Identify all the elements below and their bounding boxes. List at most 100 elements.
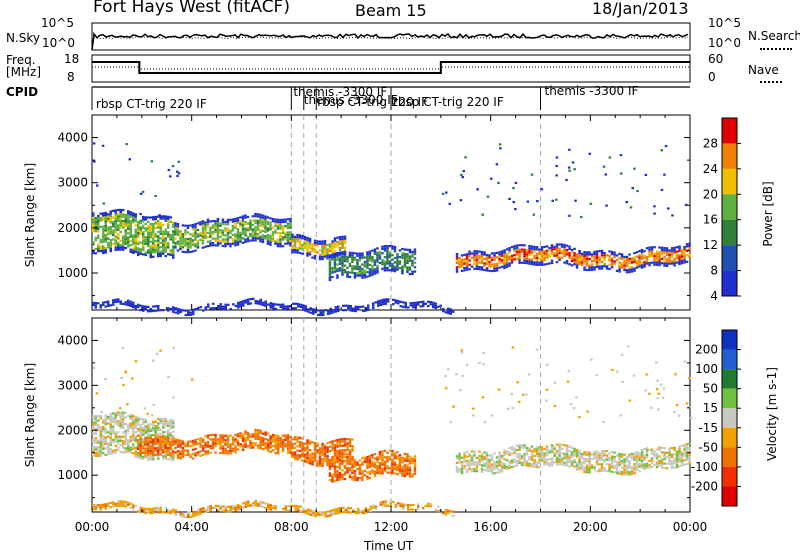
data-cell bbox=[144, 441, 147, 444]
data-cell bbox=[224, 507, 227, 510]
data-cell bbox=[134, 437, 137, 440]
data-cell bbox=[152, 420, 155, 423]
data-cell bbox=[154, 440, 157, 443]
data-cell bbox=[149, 441, 152, 444]
data-cell bbox=[104, 214, 107, 217]
data-cell bbox=[308, 455, 312, 458]
data-cell bbox=[229, 245, 232, 248]
data-cell bbox=[483, 458, 486, 461]
data-cell bbox=[447, 312, 450, 315]
data-cell bbox=[313, 442, 317, 445]
data-cell bbox=[463, 269, 466, 272]
data-cell bbox=[342, 511, 345, 514]
data-cell bbox=[362, 305, 365, 308]
data-cell bbox=[670, 453, 674, 456]
data-cell bbox=[122, 383, 125, 387]
data-cell bbox=[264, 215, 267, 218]
data-cell bbox=[114, 451, 117, 454]
data-cell bbox=[406, 455, 409, 458]
data-cell bbox=[406, 261, 409, 265]
data-cell bbox=[224, 242, 227, 246]
data-cell bbox=[117, 219, 120, 223]
data-cell bbox=[643, 256, 646, 259]
data-cell bbox=[201, 447, 205, 450]
data-cell bbox=[264, 237, 267, 240]
data-cell bbox=[373, 268, 377, 271]
data-cell bbox=[321, 464, 324, 467]
data-cell bbox=[157, 237, 160, 240]
data-cell bbox=[668, 462, 671, 465]
data-cell bbox=[199, 234, 202, 237]
data-cell bbox=[660, 262, 664, 265]
data-cell bbox=[196, 244, 200, 247]
data-cell bbox=[643, 454, 646, 457]
data-cell bbox=[323, 446, 327, 450]
data-cell bbox=[331, 242, 334, 245]
data-cell bbox=[683, 252, 686, 255]
data-cell bbox=[239, 507, 242, 510]
data-cell bbox=[368, 455, 372, 458]
data-cell bbox=[406, 259, 409, 262]
data-cell bbox=[432, 301, 435, 304]
data-cell bbox=[493, 269, 496, 272]
data-cell bbox=[638, 254, 641, 257]
data-cell bbox=[293, 451, 297, 454]
data-cell bbox=[99, 304, 102, 307]
data-cell bbox=[164, 453, 167, 456]
data-cell bbox=[139, 252, 142, 255]
data-cell bbox=[503, 467, 506, 470]
data-cell bbox=[583, 451, 586, 454]
data-cell bbox=[648, 255, 651, 258]
data-cell bbox=[458, 257, 461, 260]
freq-tick-top: 18 bbox=[64, 52, 80, 66]
data-cell bbox=[144, 305, 147, 308]
data-cell bbox=[226, 234, 230, 237]
data-cell bbox=[104, 427, 107, 430]
data-cell bbox=[500, 468, 504, 471]
data-cell bbox=[167, 226, 170, 229]
data-cell bbox=[348, 251, 352, 254]
data-cell bbox=[134, 360, 138, 363]
data-cell bbox=[442, 307, 445, 311]
data-cell bbox=[615, 472, 619, 475]
data-cell bbox=[535, 461, 539, 464]
data-cell bbox=[137, 220, 140, 224]
data-cell bbox=[124, 429, 127, 432]
data-cell bbox=[331, 244, 334, 247]
data-cell bbox=[204, 232, 207, 235]
data-cell bbox=[279, 436, 282, 440]
data-cell bbox=[563, 444, 566, 447]
data-cell bbox=[668, 251, 671, 254]
data-cell bbox=[475, 265, 479, 268]
data-cell bbox=[505, 452, 509, 455]
data-cell bbox=[343, 268, 347, 272]
data-cell bbox=[368, 466, 372, 469]
data-cell bbox=[174, 246, 177, 249]
data-cell bbox=[373, 464, 377, 467]
data-cell bbox=[530, 454, 534, 457]
data-cell bbox=[600, 252, 604, 255]
data-cell bbox=[302, 304, 305, 307]
data-cell bbox=[298, 240, 302, 244]
data-cell bbox=[117, 411, 120, 414]
data-cell bbox=[109, 221, 112, 224]
data-cell bbox=[102, 503, 105, 506]
data-cell bbox=[570, 255, 574, 258]
data-cell bbox=[179, 452, 182, 456]
data-cell bbox=[242, 304, 245, 307]
data-cell bbox=[169, 443, 172, 446]
data-cell bbox=[458, 259, 461, 262]
data-cell bbox=[386, 253, 389, 256]
data-cell bbox=[149, 423, 152, 426]
data-cell bbox=[244, 441, 247, 444]
data-cell bbox=[653, 263, 656, 266]
data-cell bbox=[580, 255, 584, 258]
data-cell bbox=[226, 441, 230, 444]
data-cell bbox=[665, 260, 669, 263]
data-cell bbox=[209, 445, 212, 448]
data-cell bbox=[167, 244, 170, 247]
data-cell bbox=[653, 252, 656, 255]
data-cell bbox=[246, 226, 250, 230]
data-cell bbox=[558, 460, 561, 464]
data-cell bbox=[127, 414, 130, 418]
